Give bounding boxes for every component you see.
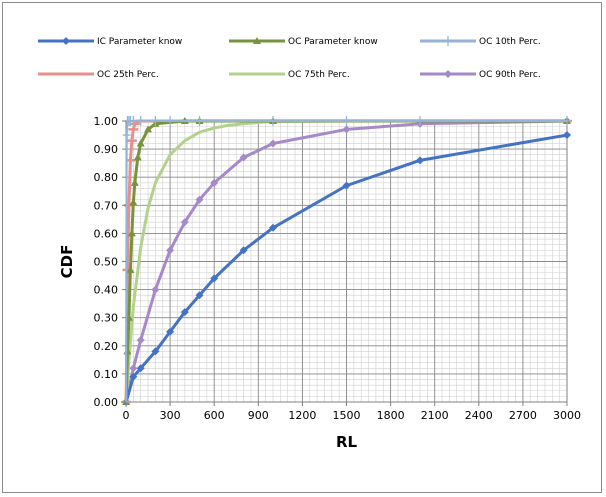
legend-label: IC Parameter know — [97, 37, 182, 47]
y-tick-label: 0.50 — [94, 256, 119, 269]
legend-item: OC 75th Perc. — [229, 70, 350, 80]
legend-item: OC 90th Perc. — [420, 70, 541, 80]
data-point — [342, 181, 351, 190]
data-point — [269, 223, 277, 232]
data-point — [133, 153, 142, 161]
data-point — [416, 156, 424, 165]
legend: IC Parameter know OC Parameter know OC 10t… — [38, 36, 541, 80]
y-tick-label: 0.30 — [94, 312, 119, 325]
x-tick-label: 2100 — [421, 409, 449, 422]
x-tick-label: 3000 — [553, 409, 581, 422]
legend-item: OC 10th Perc. — [420, 36, 541, 47]
data-point — [563, 116, 571, 126]
data-point — [151, 285, 160, 294]
data-point — [269, 139, 277, 148]
legend-item: IC Parameter know — [38, 37, 182, 47]
y-tick-label: 0.20 — [94, 340, 119, 353]
data-point — [239, 246, 248, 255]
data-point — [136, 116, 145, 126]
data-point — [129, 364, 138, 373]
data-point — [151, 347, 160, 356]
y-tick-label: 0.00 — [94, 396, 119, 409]
x-tick-label: 1500 — [333, 409, 361, 422]
data-point — [129, 372, 138, 381]
x-tick-label: 0 — [123, 409, 130, 422]
data-point — [130, 178, 139, 186]
data-point — [180, 308, 189, 317]
data-point — [195, 116, 204, 126]
x-tick-label: 2700 — [509, 409, 537, 422]
data-point — [416, 116, 424, 126]
data-point — [127, 229, 136, 237]
data-point — [166, 246, 175, 255]
data-point — [195, 195, 204, 204]
y-tick-label: 0.60 — [94, 227, 119, 240]
data-point — [210, 274, 219, 283]
data-point — [136, 364, 145, 373]
legend-label: OC 25th Perc. — [97, 70, 159, 80]
data-point — [239, 153, 248, 162]
data-point — [269, 116, 277, 126]
x-tick-label: 2400 — [465, 409, 493, 422]
y-tick-label: 0.90 — [94, 143, 119, 156]
data-point — [129, 116, 138, 126]
data-point — [151, 116, 160, 126]
data-point — [136, 336, 145, 345]
x-axis-title: RL — [336, 433, 358, 451]
legend-label: OC 75th Perc. — [288, 70, 350, 80]
legend-marker — [62, 37, 70, 45]
y-tick-label: 0.40 — [94, 284, 119, 297]
data-point — [180, 218, 189, 227]
data-point — [210, 178, 219, 187]
legend-item: OC 25th Perc. — [38, 70, 159, 80]
legend-marker — [444, 36, 452, 46]
series-0 — [122, 131, 571, 406]
y-tick-label: 0.70 — [94, 199, 119, 212]
x-tick-label: 300 — [160, 409, 181, 422]
data-point — [166, 327, 175, 336]
data-point — [563, 131, 571, 140]
data-point — [136, 139, 145, 147]
y-tick-label: 0.10 — [94, 368, 119, 381]
y-tick-label: 1.00 — [94, 115, 119, 128]
y-tick-label: 0.80 — [94, 171, 119, 184]
x-axis-ticks: 0 300 600 900 1200 1500 1800 2100 2400 2700 3000 — [123, 402, 581, 422]
data-point — [126, 265, 135, 273]
x-tick-label: 900 — [248, 409, 269, 422]
legend-marker — [253, 37, 261, 44]
x-tick-label: 600 — [204, 409, 225, 422]
data-point — [122, 130, 131, 141]
legend-label: OC 90th Perc. — [479, 70, 541, 80]
legend-label: OC 10th Perc. — [479, 37, 541, 47]
data-point — [195, 291, 204, 300]
y-axis-ticks: 0.00 0.10 0.20 0.30 0.40 0.50 0.60 0.70 0.80 0.90… — [94, 115, 126, 409]
legend-label: OC Parameter know — [288, 37, 378, 47]
y-axis-title: CDF — [58, 245, 76, 279]
data-point — [342, 125, 351, 134]
legend-marker — [444, 70, 452, 78]
x-tick-label: 1200 — [288, 409, 316, 422]
data-point — [342, 116, 351, 126]
data-point — [166, 116, 175, 126]
data-point — [144, 125, 153, 133]
data-point — [129, 198, 138, 206]
x-tick-label: 1800 — [377, 409, 405, 422]
series-layer — [121, 116, 572, 407]
legend-item: OC Parameter know — [229, 37, 378, 47]
